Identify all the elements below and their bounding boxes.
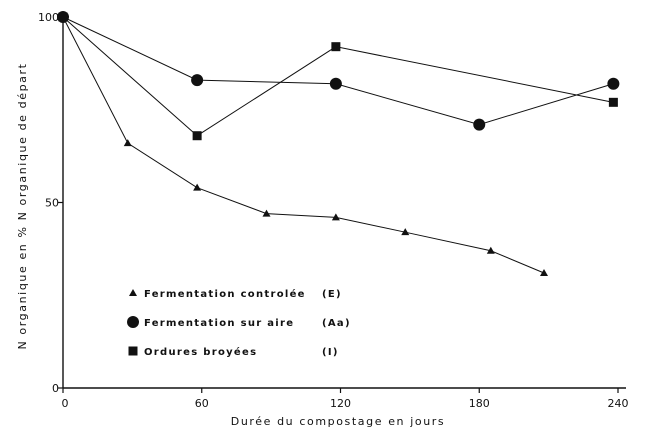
data-point-triangle	[486, 246, 495, 254]
legend-marker-square	[128, 346, 138, 356]
data-point-square	[58, 12, 68, 22]
data-point-triangle	[262, 209, 271, 217]
legend-label: Fermentation sur aire	[144, 318, 294, 329]
y-tick-label: 0	[52, 382, 59, 395]
x-tick-label: 180	[469, 397, 490, 410]
series-line-triangle	[62, 16, 545, 274]
legend-code: (E)	[322, 289, 342, 300]
data-point-circle	[191, 74, 204, 87]
data-point-triangle	[540, 268, 548, 276]
x-tick-label: 120	[330, 397, 351, 410]
data-point-triangle	[123, 139, 132, 147]
x-tick-label: 240	[608, 397, 629, 410]
series-lines	[62, 16, 614, 274]
series-markers	[57, 11, 620, 276]
data-point-circle	[329, 77, 342, 90]
data-point-circle	[607, 77, 620, 90]
x-tick-label: 60	[195, 397, 209, 410]
ticks: 0 60 120 180 240 0 50 100	[38, 11, 629, 410]
data-point-square	[608, 97, 618, 107]
legend-label: Fermentation controlée	[144, 288, 306, 300]
legend-label: Ordures broyées	[144, 346, 257, 358]
data-point-square	[192, 131, 202, 141]
y-axis-title: N organique en % N organique de départ	[16, 62, 29, 349]
data-point-square	[331, 42, 341, 52]
y-tick-label: 100	[38, 11, 59, 24]
axes	[62, 16, 626, 389]
x-axis-title: Durée du compostage en jours	[231, 415, 446, 428]
legend-code: (I)	[322, 347, 339, 358]
data-point-circle	[473, 118, 486, 131]
legend-code: (Aa)	[322, 318, 351, 329]
data-point-triangle	[193, 183, 202, 191]
x-tick-label: 0	[62, 397, 69, 410]
legend-marker-triangle	[129, 289, 137, 296]
data-point-triangle	[331, 213, 340, 221]
series-line-circle	[62, 16, 614, 126]
legend-marker-circle	[127, 316, 139, 328]
y-tick-label: 50	[45, 197, 59, 210]
legend: Fermentation controlée (E) Fermentation su…	[127, 288, 351, 358]
data-point-triangle	[401, 228, 410, 236]
series-line-square	[62, 16, 614, 137]
